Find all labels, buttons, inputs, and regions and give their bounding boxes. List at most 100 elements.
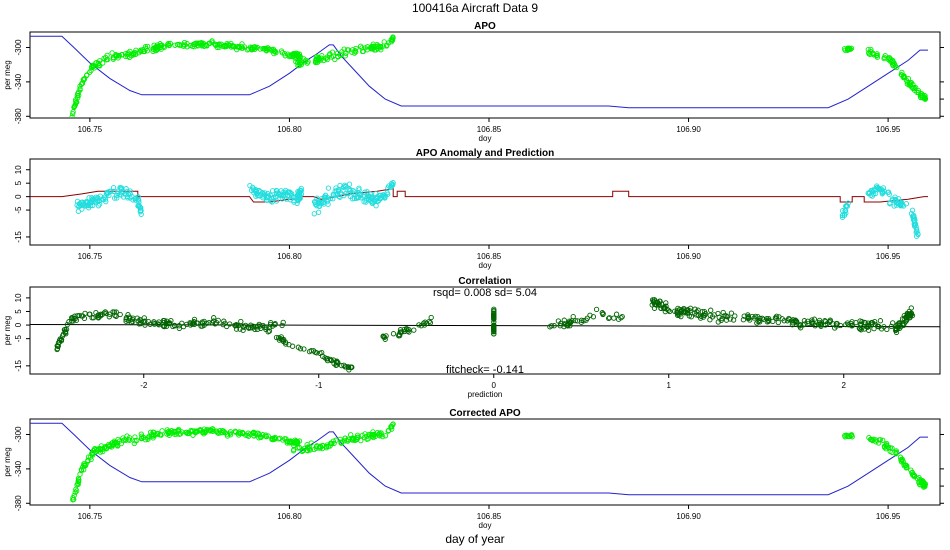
data-point (915, 87, 921, 94)
data-point (893, 451, 899, 457)
data-point (106, 314, 112, 320)
data-point (654, 299, 661, 306)
data-point (300, 447, 306, 453)
data-point (87, 311, 93, 317)
data-point (188, 320, 194, 327)
data-point (308, 348, 314, 354)
data-point (346, 186, 352, 192)
data-point (910, 213, 916, 219)
plot-area (30, 421, 929, 503)
data-point (890, 58, 896, 65)
data-point (872, 318, 878, 325)
stats-annotation: rsqd= 0.008 sd= 5.04 (433, 287, 537, 299)
data-point (107, 311, 113, 317)
data-point (876, 437, 882, 443)
data-point (246, 46, 252, 52)
data-point (890, 320, 896, 326)
data-point (339, 49, 345, 55)
data-point (841, 212, 848, 218)
data-point (351, 195, 358, 202)
data-point (126, 437, 133, 443)
data-point (593, 306, 600, 313)
x-tick-label: 106.80 (277, 125, 302, 134)
data-point (71, 104, 77, 111)
data-point (707, 317, 713, 323)
data-point (118, 440, 124, 447)
data-point (353, 49, 359, 55)
data-point (390, 331, 397, 337)
data-point (885, 189, 892, 195)
data-point (674, 312, 681, 318)
data-point (693, 312, 699, 318)
data-point (113, 439, 119, 445)
x-tick-label: 106.95 (876, 125, 901, 134)
data-point (102, 309, 108, 315)
data-point (790, 317, 796, 323)
data-point (123, 186, 129, 192)
x-tick-label: 106.75 (78, 252, 103, 261)
data-point (135, 196, 141, 202)
data-point (844, 46, 851, 52)
x-tick-label: 106.80 (277, 252, 302, 261)
x-axis-label: doy (479, 134, 492, 143)
data-point (286, 341, 292, 348)
data-point (98, 443, 104, 449)
data-point (351, 50, 358, 56)
data-point (389, 422, 396, 428)
y-tick-label: 0 (14, 322, 23, 327)
data-point (491, 308, 497, 314)
data-point (277, 335, 283, 342)
x-tick-label: 106.90 (676, 125, 701, 134)
data-point (190, 432, 196, 438)
data-point (904, 81, 910, 87)
data-point (901, 75, 908, 81)
data-point (142, 322, 148, 328)
data-point (875, 323, 881, 329)
data-point (55, 343, 61, 350)
data-point (869, 437, 876, 444)
data-point (800, 322, 806, 328)
data-point (75, 208, 82, 214)
data-point (587, 312, 593, 318)
x-axis-label: doy (479, 521, 492, 530)
data-point (345, 364, 351, 370)
data-point (426, 318, 432, 325)
data-point (138, 211, 144, 217)
data-point (269, 435, 276, 442)
data-point (273, 334, 280, 341)
y-axis-label: per meg (3, 60, 12, 89)
data-point (114, 195, 120, 201)
data-point (88, 67, 94, 74)
data-point (349, 437, 355, 443)
y-tick-label: -380 (14, 495, 23, 512)
data-point (96, 62, 102, 69)
data-point (842, 208, 848, 214)
data-point (111, 55, 117, 61)
data-point (848, 432, 854, 439)
x-tick-label: 106.75 (78, 512, 103, 521)
data-point (898, 71, 904, 78)
data-point (74, 93, 80, 99)
data-point (822, 318, 828, 324)
data-point (651, 299, 657, 306)
data-point (346, 181, 353, 187)
data-point (903, 317, 910, 324)
data-point (301, 346, 307, 352)
data-point (90, 196, 96, 202)
data-point (254, 326, 261, 333)
data-point (370, 45, 376, 51)
data-point (102, 444, 108, 450)
y-tick-label: -340 (14, 460, 23, 477)
data-point (263, 45, 269, 52)
data-point (206, 40, 212, 46)
data-point (161, 323, 167, 330)
data-point (901, 461, 907, 468)
data-point (124, 188, 130, 195)
data-point (138, 47, 144, 53)
data-point (97, 193, 103, 199)
data-point (324, 357, 331, 364)
data-point (209, 319, 215, 326)
data-point (388, 36, 394, 43)
data-point (151, 319, 157, 325)
